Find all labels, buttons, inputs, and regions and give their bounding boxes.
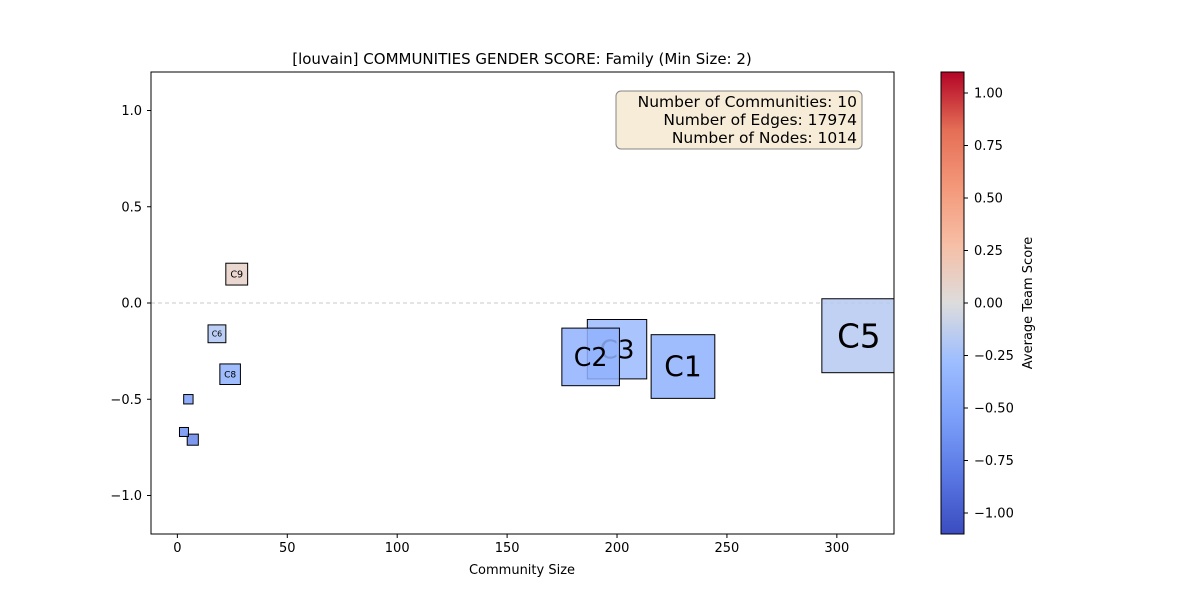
stats-box-background — [615, 90, 863, 150]
colorbar-gradient — [940, 71, 965, 535]
colorbar-tick-label: −0.50 — [974, 402, 1014, 417]
community-label: C1 — [664, 351, 701, 384]
x-tick-label: 200 — [605, 541, 630, 556]
chart-title: [louvain] COMMUNITIES GENDER SCORE: Fami… — [292, 50, 752, 68]
community-marker — [178, 426, 189, 437]
community-square — [207, 324, 227, 344]
stat-nodes: Number of Nodes: 1014 — [672, 129, 857, 147]
colorbar-tick-label: −1.00 — [974, 507, 1014, 522]
stat-edges: Number of Edges: 17974 — [663, 111, 857, 129]
community-marker — [183, 394, 194, 405]
community-square — [561, 327, 620, 387]
community-marker: C6 — [207, 324, 227, 344]
colorbar-tick-label: 0.00 — [974, 297, 1003, 312]
colorbar-tick-label: 0.25 — [974, 244, 1003, 259]
y-tick-label: −1.0 — [110, 489, 142, 504]
y-tick-label: −0.5 — [110, 393, 142, 408]
community-marker — [186, 433, 199, 446]
y-tick-label: 0.5 — [121, 200, 142, 215]
stat-communities: Number of Communities: 10 — [638, 93, 857, 111]
community-label: C9 — [230, 270, 243, 281]
community-label: C8 — [224, 370, 236, 380]
community-marker: C2 — [561, 327, 620, 387]
community-label: C2 — [574, 342, 608, 372]
community-label: C5 — [837, 317, 880, 355]
x-tick-label: 50 — [279, 541, 296, 556]
community-square — [186, 433, 199, 446]
stats-box: Number of Communities: 10 Number of Edge… — [615, 90, 863, 150]
community-square — [225, 262, 249, 286]
community-marker: C1 — [650, 334, 716, 399]
colorbar-tick-label: −0.75 — [974, 454, 1014, 469]
colorbar: −1.00 −0.75 −0.50 −0.25 0.00 0.25 0.50 0.75 1.00… — [940, 71, 1036, 535]
community-square — [650, 334, 716, 399]
community-square — [183, 394, 194, 405]
colorbar-tick-label: 0.50 — [974, 192, 1003, 207]
x-tick-label: 150 — [495, 541, 520, 556]
community-marker: C8 — [219, 363, 241, 386]
community-label: C6 — [212, 330, 222, 339]
x-tick-label: 250 — [715, 541, 740, 556]
community-square — [178, 426, 189, 437]
x-axis-title: Community Size — [469, 563, 575, 578]
x-tick-label: 300 — [824, 541, 849, 556]
x-tick-label: 0 — [173, 541, 181, 556]
colorbar-title: Average Team Score — [1021, 237, 1036, 369]
community-marker: C5 — [821, 298, 894, 374]
community-square — [219, 363, 241, 386]
colorbar-tick-label: 1.00 — [974, 87, 1003, 102]
y-tick-label: 0.0 — [121, 297, 142, 312]
community-marker: C9 — [225, 262, 249, 286]
y-tick-label: 1.0 — [121, 104, 142, 119]
x-tick-label: 100 — [385, 541, 410, 556]
colorbar-tick-label: 0.75 — [974, 139, 1003, 154]
colorbar-tick-label: −0.25 — [974, 349, 1014, 364]
community-square — [821, 298, 894, 374]
